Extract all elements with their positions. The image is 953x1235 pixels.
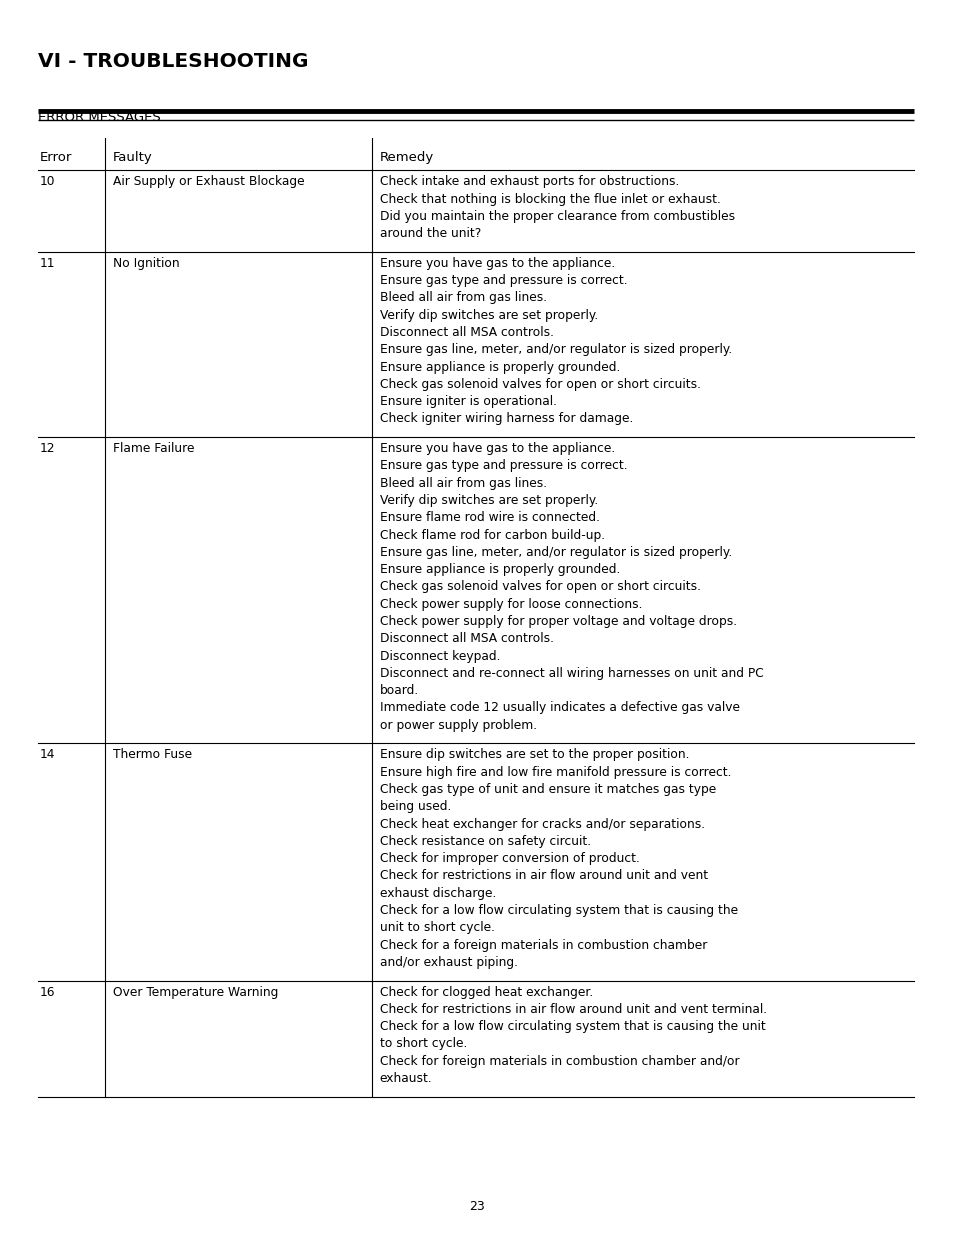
Text: Flame Failure: Flame Failure <box>112 442 193 456</box>
Text: Ensure appliance is properly grounded.: Ensure appliance is properly grounded. <box>379 361 619 374</box>
Text: No Ignition: No Ignition <box>112 257 179 270</box>
Text: Ensure gas type and pressure is correct.: Ensure gas type and pressure is correct. <box>379 274 627 288</box>
Text: around the unit?: around the unit? <box>379 227 480 241</box>
Text: Ensure gas type and pressure is correct.: Ensure gas type and pressure is correct. <box>379 459 627 473</box>
Text: exhaust discharge.: exhaust discharge. <box>379 887 496 900</box>
Text: Check flame rod for carbon build-up.: Check flame rod for carbon build-up. <box>379 529 604 542</box>
Text: Ensure gas line, meter, and/or regulator is sized properly.: Ensure gas line, meter, and/or regulator… <box>379 343 731 357</box>
Text: 12: 12 <box>40 442 55 456</box>
Text: Check igniter wiring harness for damage.: Check igniter wiring harness for damage. <box>379 412 633 426</box>
Text: and/or exhaust piping.: and/or exhaust piping. <box>379 956 517 969</box>
Text: being used.: being used. <box>379 800 451 814</box>
Text: Ensure you have gas to the appliance.: Ensure you have gas to the appliance. <box>379 257 615 270</box>
Text: Verify dip switches are set properly.: Verify dip switches are set properly. <box>379 494 598 508</box>
Text: Disconnect and re-connect all wiring harnesses on unit and PC: Disconnect and re-connect all wiring har… <box>379 667 762 680</box>
Text: 10: 10 <box>40 175 55 189</box>
Text: Remedy: Remedy <box>379 151 434 164</box>
Text: 23: 23 <box>469 1199 484 1213</box>
Text: 14: 14 <box>40 748 55 762</box>
Text: Immediate code 12 usually indicates a defective gas valve: Immediate code 12 usually indicates a de… <box>379 701 739 715</box>
Text: Over Temperature Warning: Over Temperature Warning <box>112 986 277 999</box>
Text: Error: Error <box>40 151 72 164</box>
Text: Check gas solenoid valves for open or short circuits.: Check gas solenoid valves for open or sh… <box>379 580 700 594</box>
Text: Bleed all air from gas lines.: Bleed all air from gas lines. <box>379 477 546 490</box>
Text: Check intake and exhaust ports for obstructions.: Check intake and exhaust ports for obstr… <box>379 175 679 189</box>
Text: Check resistance on safety circuit.: Check resistance on safety circuit. <box>379 835 590 848</box>
Text: Ensure you have gas to the appliance.: Ensure you have gas to the appliance. <box>379 442 615 456</box>
Text: Check gas type of unit and ensure it matches gas type: Check gas type of unit and ensure it mat… <box>379 783 715 797</box>
Text: exhaust.: exhaust. <box>379 1072 432 1086</box>
Text: or power supply problem.: or power supply problem. <box>379 719 537 732</box>
Text: to short cycle.: to short cycle. <box>379 1037 467 1051</box>
Text: 11: 11 <box>40 257 55 270</box>
Text: Check heat exchanger for cracks and/or separations.: Check heat exchanger for cracks and/or s… <box>379 818 704 831</box>
Text: Ensure high fire and low fire manifold pressure is correct.: Ensure high fire and low fire manifold p… <box>379 766 730 779</box>
Text: Ensure appliance is properly grounded.: Ensure appliance is properly grounded. <box>379 563 619 577</box>
Text: Check power supply for proper voltage and voltage drops.: Check power supply for proper voltage an… <box>379 615 736 629</box>
Text: Ensure flame rod wire is connected.: Ensure flame rod wire is connected. <box>379 511 599 525</box>
Text: Check for improper conversion of product.: Check for improper conversion of product… <box>379 852 639 866</box>
Text: Ensure igniter is operational.: Ensure igniter is operational. <box>379 395 557 409</box>
Text: Faulty: Faulty <box>112 151 152 164</box>
Text: Ensure gas line, meter, and/or regulator is sized properly.: Ensure gas line, meter, and/or regulator… <box>379 546 731 559</box>
Text: Disconnect all MSA controls.: Disconnect all MSA controls. <box>379 632 553 646</box>
Text: Did you maintain the proper clearance from combustibles: Did you maintain the proper clearance fr… <box>379 210 734 224</box>
Text: 16: 16 <box>40 986 55 999</box>
Text: Check that nothing is blocking the flue inlet or exhaust.: Check that nothing is blocking the flue … <box>379 193 720 206</box>
Text: ERROR MESSAGES: ERROR MESSAGES <box>38 111 161 125</box>
Text: Check for restrictions in air flow around unit and vent: Check for restrictions in air flow aroun… <box>379 869 707 883</box>
Text: Check for foreign materials in combustion chamber and/or: Check for foreign materials in combustio… <box>379 1055 739 1068</box>
Text: Check gas solenoid valves for open or short circuits.: Check gas solenoid valves for open or sh… <box>379 378 700 391</box>
Text: board.: board. <box>379 684 418 698</box>
Text: VI - TROUBLESHOOTING: VI - TROUBLESHOOTING <box>38 52 309 70</box>
Text: Check for clogged heat exchanger.: Check for clogged heat exchanger. <box>379 986 593 999</box>
Text: Ensure dip switches are set to the proper position.: Ensure dip switches are set to the prope… <box>379 748 688 762</box>
Text: Thermo Fuse: Thermo Fuse <box>112 748 192 762</box>
Text: Disconnect keypad.: Disconnect keypad. <box>379 650 499 663</box>
Text: Disconnect all MSA controls.: Disconnect all MSA controls. <box>379 326 553 340</box>
Text: Check for a low flow circulating system that is causing the: Check for a low flow circulating system … <box>379 904 737 918</box>
Text: Check power supply for loose connections.: Check power supply for loose connections… <box>379 598 641 611</box>
Text: Air Supply or Exhaust Blockage: Air Supply or Exhaust Blockage <box>112 175 304 189</box>
Text: Check for restrictions in air flow around unit and vent terminal.: Check for restrictions in air flow aroun… <box>379 1003 766 1016</box>
Text: Check for a low flow circulating system that is causing the unit: Check for a low flow circulating system … <box>379 1020 764 1034</box>
Text: Check for a foreign materials in combustion chamber: Check for a foreign materials in combust… <box>379 939 706 952</box>
Text: Bleed all air from gas lines.: Bleed all air from gas lines. <box>379 291 546 305</box>
Text: unit to short cycle.: unit to short cycle. <box>379 921 495 935</box>
Text: Verify dip switches are set properly.: Verify dip switches are set properly. <box>379 309 598 322</box>
